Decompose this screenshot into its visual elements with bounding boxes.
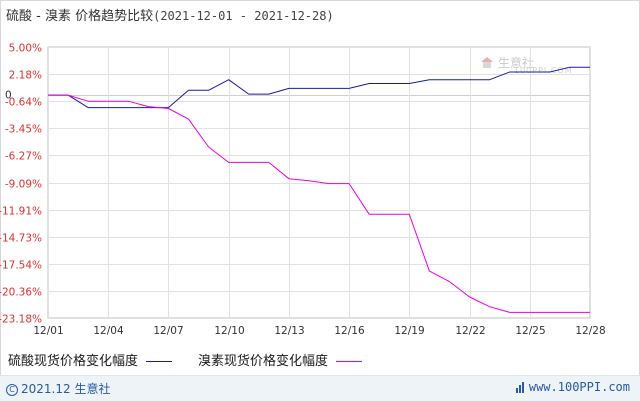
chart-title: 硫酸 - 溴素 价格趋势比较(2021-12-01 - 2021-12-28) — [6, 5, 334, 24]
legend-item-sulfuric-acid: 硫酸现货价格变化幅度 — [8, 350, 173, 369]
legend-label-sulfuric-acid: 硫酸现货价格变化幅度 — [8, 354, 139, 369]
x-tick-label: 12/07 — [153, 325, 183, 337]
bar-chart-icon — [515, 382, 525, 396]
y-tick-label: -17.54% — [0, 260, 42, 272]
footer-left-text: 2021.12 生意社 — [21, 382, 111, 396]
x-tick-label: 12/13 — [274, 325, 304, 337]
y-tick-label: -3.45% — [5, 124, 42, 136]
x-tick-label: 12/22 — [455, 325, 485, 337]
footer-site: www.100PPI.com — [515, 380, 630, 396]
footer-site-link[interactable]: www.100PPI.com — [528, 380, 630, 394]
y-tick-label: -11.91% — [0, 206, 42, 218]
series-line-bromine — [48, 94, 590, 313]
x-tick-label: 12/28 — [575, 325, 605, 337]
y-tick-label: -6.27% — [5, 151, 42, 163]
series-line-sulfuric-acid — [48, 66, 590, 109]
x-tick-label: 12/19 — [394, 325, 424, 337]
y-tick-label: 5.00% — [9, 43, 42, 55]
house-icon — [480, 57, 494, 69]
y-tick-label: 2.18% — [9, 70, 42, 82]
legend-label-bromine: 溴素现货价格变化幅度 — [198, 354, 329, 369]
title-main: 硫酸 - 溴素 价格趋势比较 — [6, 9, 154, 24]
watermark-text: 生意社 — [498, 56, 535, 70]
zero-label: 0 — [5, 90, 12, 102]
watermark-logo: 生意社 100PPI.COM — [480, 54, 572, 75]
title-date-range: (2021-12-01 - 2021-12-28) — [153, 9, 334, 23]
legend-swatch-bromine — [336, 361, 363, 362]
legend-swatch-sulfuric-acid — [146, 361, 173, 362]
y-tick-label: -9.09% — [5, 179, 42, 191]
x-tick-label: 12/16 — [334, 325, 365, 337]
y-tick-label: -23.18% — [0, 314, 42, 326]
x-tick-label: 12/25 — [515, 325, 545, 337]
footer-bar: C 2021.12 生意社 www.100PPI.com — [0, 375, 640, 401]
x-tick-label: 12/04 — [93, 325, 124, 337]
y-tick-label: -14.73% — [0, 233, 42, 245]
legend-item-bromine: 溴素现货价格变化幅度 — [198, 350, 363, 369]
y-tick-label: -0.64% — [5, 97, 42, 109]
x-tick-label: 12/01 — [33, 325, 63, 337]
watermark-sub: 100PPI.COM — [514, 66, 573, 75]
x-tick-label: 12/10 — [214, 325, 244, 337]
y-tick-label: -20.36% — [0, 287, 42, 299]
copyright-icon: C — [6, 384, 18, 396]
footer-copyright: C 2021.12 生意社 — [6, 380, 110, 397]
